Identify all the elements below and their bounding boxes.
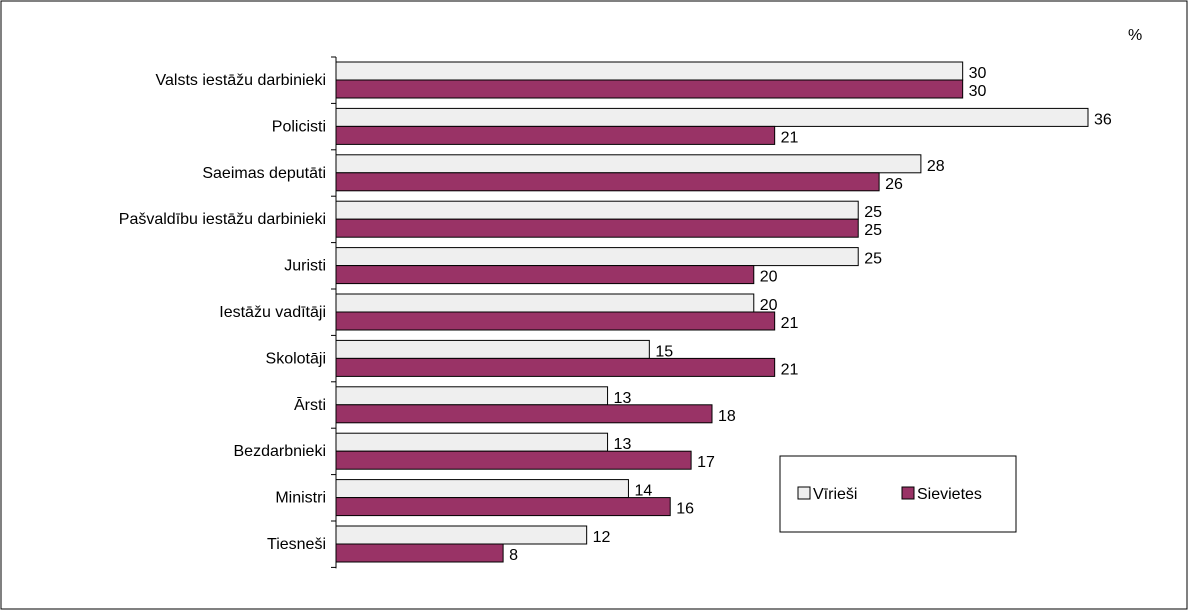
category-label: Bezdarbnieki (234, 443, 327, 460)
data-label: 21 (781, 315, 799, 332)
bar-viriesi (335, 247, 859, 267)
data-label: 17 (697, 454, 715, 471)
data-label: 30 (969, 83, 987, 100)
category-label: Pašvaldību iestāžu darbinieki (119, 211, 326, 228)
bar-viriesi (335, 432, 609, 452)
data-label: 14 (634, 483, 652, 500)
category-label: Valsts iestāžu darbinieki (156, 72, 326, 89)
bar-sievietes (335, 404, 713, 424)
data-label: 28 (927, 158, 945, 175)
bar-sievietes (335, 125, 776, 145)
bar-viriesi (335, 107, 1089, 127)
data-label: 20 (760, 269, 778, 286)
legend: Vīrieši Sievietes (779, 455, 1017, 533)
data-label: 21 (781, 129, 799, 146)
data-label: 8 (509, 547, 518, 564)
bar-sievietes (335, 543, 504, 563)
data-label: 13 (614, 436, 632, 453)
bar-sievietes (335, 172, 880, 192)
category-label: Skolotāji (266, 350, 326, 367)
bar-viriesi (335, 200, 859, 220)
legend-label: Vīrieši (813, 486, 857, 503)
bar-viriesi (335, 479, 629, 499)
bar-sievietes (335, 265, 755, 285)
data-label: 36 (1094, 111, 1112, 128)
data-label: 25 (864, 251, 882, 268)
bar-sievietes (335, 357, 776, 377)
bar-viriesi (335, 61, 964, 81)
legend-box (779, 455, 1017, 533)
bar-sievietes (335, 497, 671, 517)
category-label: Ārsti (294, 396, 326, 414)
category-label: Juristi (284, 258, 326, 275)
unit-label: % (1128, 27, 1142, 44)
bar-viriesi (335, 525, 588, 545)
data-label: 26 (885, 176, 903, 193)
data-label: 20 (760, 297, 778, 314)
legend-swatch (901, 486, 915, 500)
bar-viriesi (335, 154, 922, 174)
category-label: Iestāžu vadītāji (219, 304, 326, 321)
category-label: Policisti (272, 118, 326, 135)
data-label: 25 (864, 222, 882, 239)
legend-swatch (797, 486, 811, 500)
bar-viriesi (335, 386, 609, 406)
data-label: 16 (676, 501, 694, 518)
data-label: 13 (614, 390, 632, 407)
data-label: 21 (781, 361, 799, 378)
bar-sievietes (335, 450, 692, 470)
data-label: 25 (864, 204, 882, 221)
data-label: 15 (655, 343, 673, 360)
bar-viriesi (335, 293, 755, 313)
category-label: Saeimas deputāti (202, 165, 326, 182)
legend-label: Sievietes (917, 486, 982, 503)
data-label: 12 (593, 529, 611, 546)
bar-sievietes (335, 79, 964, 99)
bar-sievietes (335, 311, 776, 331)
data-label: 18 (718, 408, 736, 425)
data-label: 30 (969, 65, 987, 82)
bar-viriesi (335, 339, 650, 359)
category-label: Tiesneši (267, 536, 326, 553)
category-label: Ministri (275, 490, 326, 507)
bar-sievietes (335, 218, 859, 238)
